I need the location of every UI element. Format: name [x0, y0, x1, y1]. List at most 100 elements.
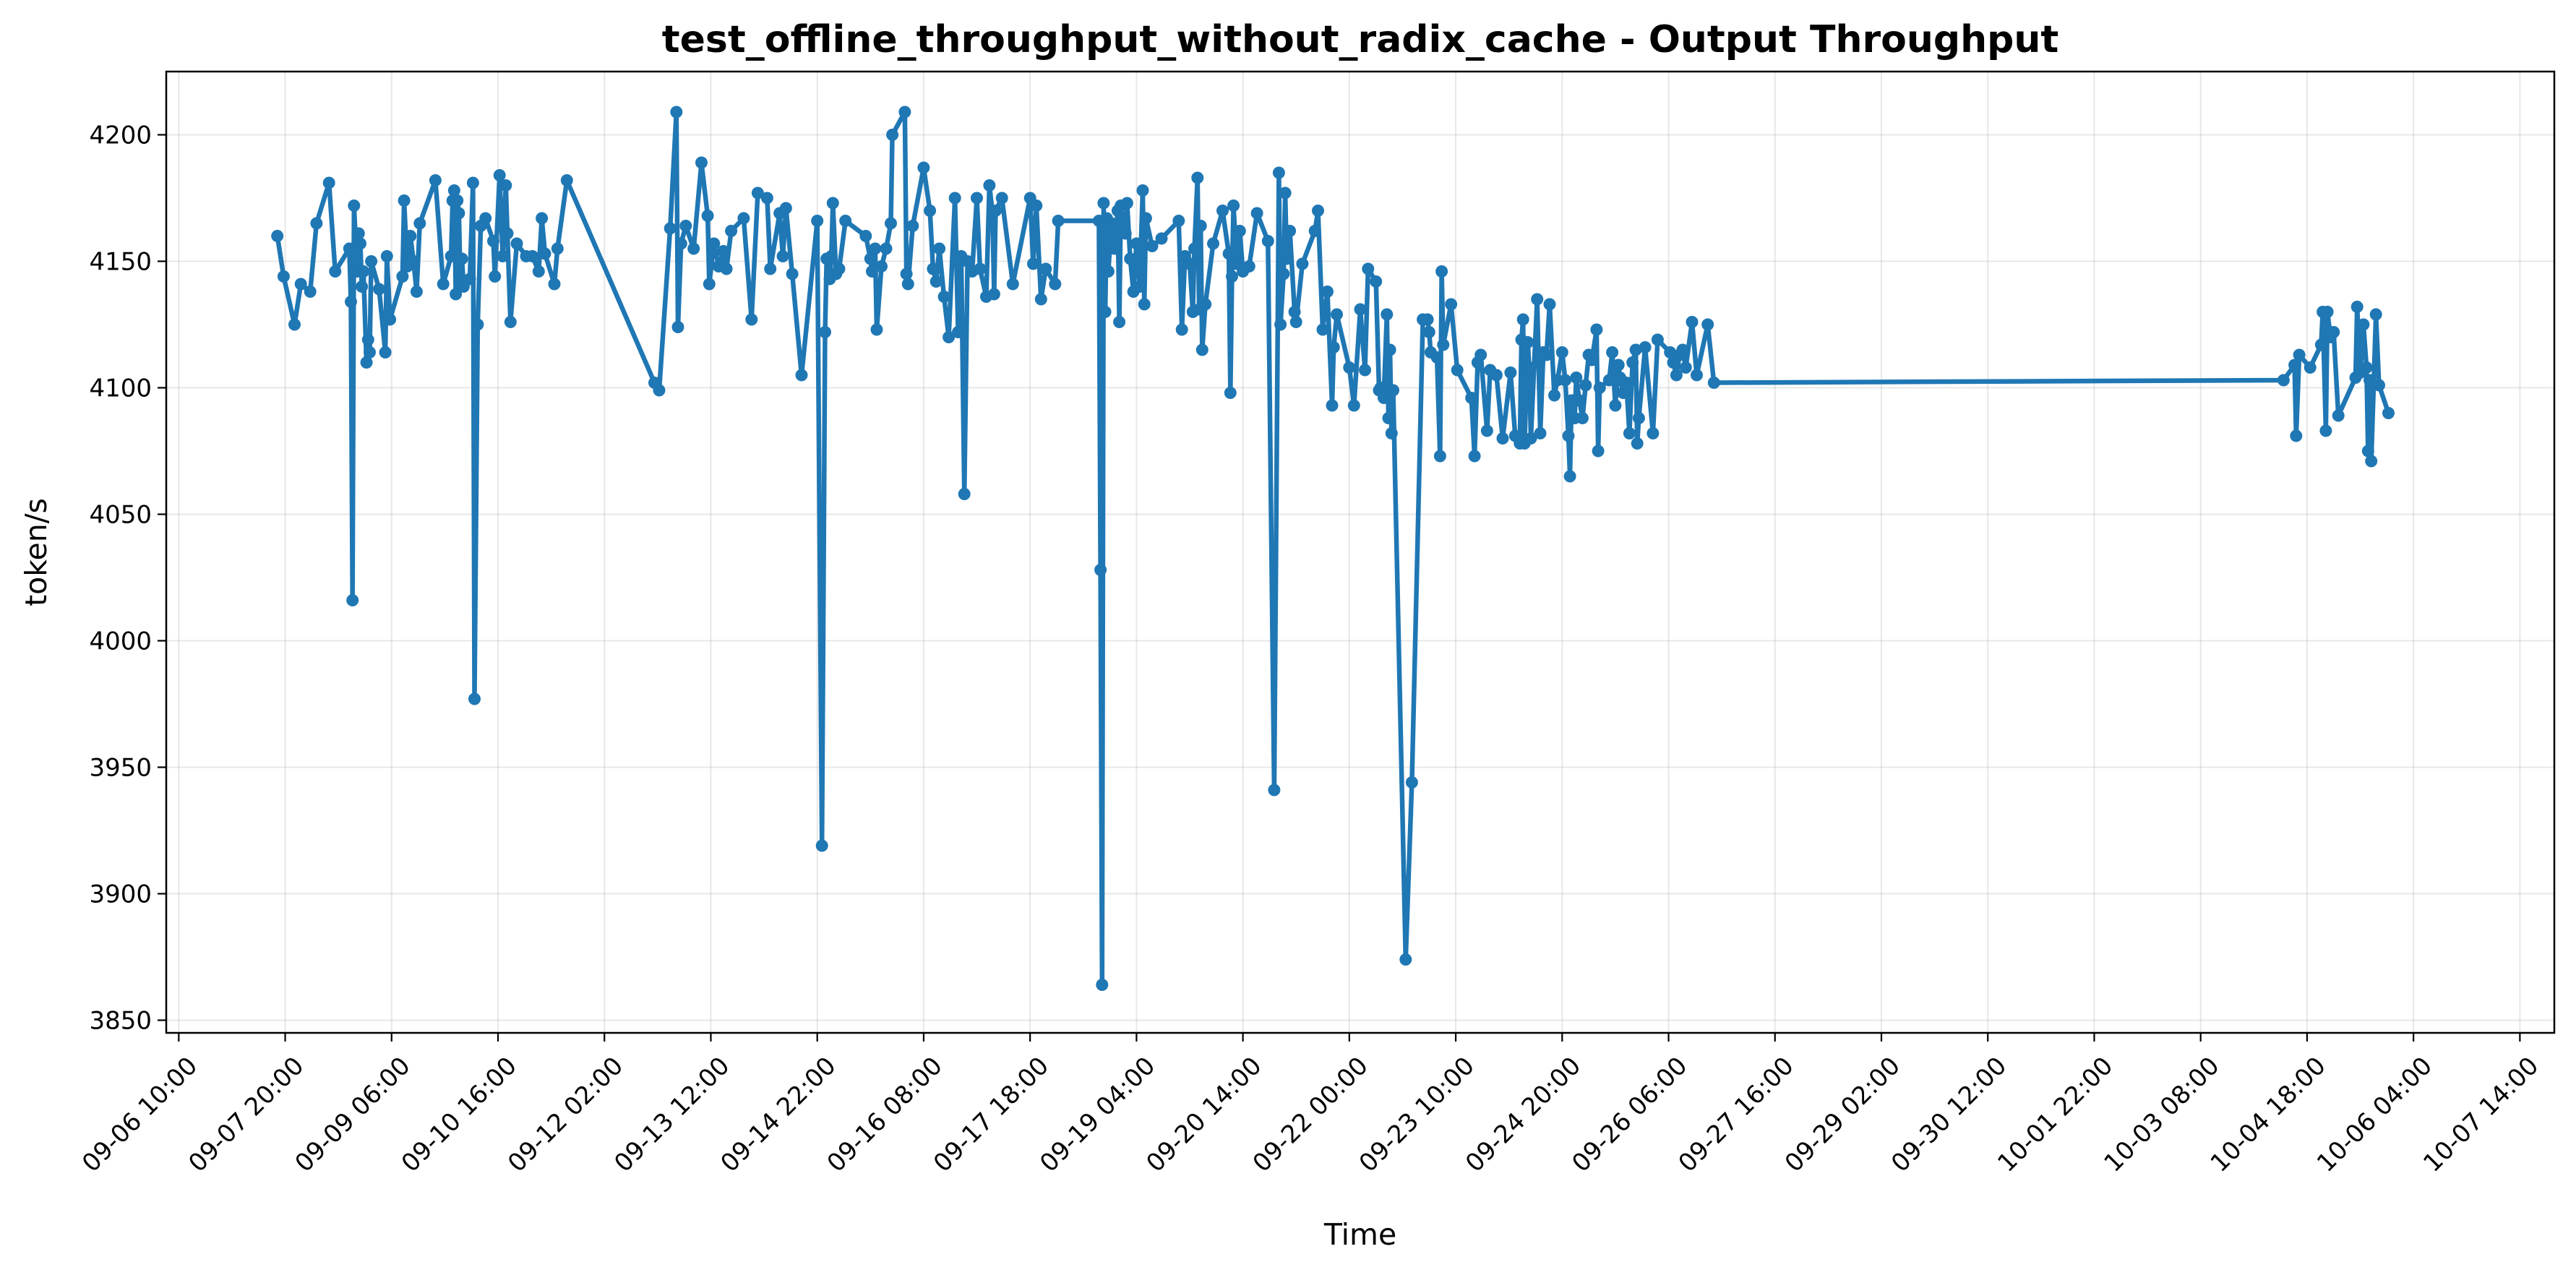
data-point — [1562, 429, 1575, 442]
y-tick-label: 3900 — [89, 880, 152, 909]
data-point — [346, 594, 359, 606]
data-point — [345, 296, 357, 308]
data-point — [1279, 186, 1292, 199]
data-point — [1631, 437, 1644, 450]
data-point — [1474, 348, 1487, 361]
data-point — [974, 262, 987, 275]
data-point — [1242, 260, 1255, 272]
data-point — [396, 270, 409, 283]
data-point — [1191, 171, 1204, 184]
data-point — [764, 262, 777, 275]
data-point — [1686, 316, 1699, 328]
data-point — [1585, 353, 1598, 366]
data-point — [1124, 252, 1137, 265]
data-point — [875, 260, 888, 272]
data-point — [869, 242, 882, 255]
data-point — [447, 184, 460, 197]
y-axis-ticks: 3850 3900 3950 4000 4050 4100 4150 4200 — [89, 121, 166, 1036]
data-point — [1387, 384, 1399, 397]
data-point — [1272, 166, 1285, 179]
data-point — [1194, 220, 1207, 232]
data-point — [1049, 278, 1062, 291]
data-series — [271, 106, 2395, 991]
data-point — [1362, 262, 1375, 275]
data-point — [1343, 361, 1356, 374]
data-point — [413, 217, 426, 230]
data-point — [2364, 374, 2376, 387]
data-point — [450, 288, 463, 301]
data-point — [819, 326, 831, 338]
data-point — [1321, 286, 1334, 298]
data-point — [708, 237, 721, 250]
data-point — [1108, 242, 1121, 255]
data-point — [866, 265, 878, 278]
data-point — [886, 129, 899, 141]
data-point — [1316, 323, 1329, 336]
data-point — [1573, 394, 1586, 407]
data-point — [407, 255, 420, 267]
y-axis-label: token/s — [19, 498, 53, 606]
data-point — [1105, 217, 1118, 230]
data-point — [1430, 351, 1443, 364]
data-point — [489, 270, 502, 283]
data-point — [1172, 215, 1185, 227]
data-point — [2373, 379, 2385, 392]
data-point — [1570, 372, 1583, 384]
data-point — [1516, 313, 1529, 326]
data-point — [2369, 308, 2382, 321]
data-point — [1097, 197, 1110, 210]
data-point — [1027, 257, 1039, 270]
data-point — [463, 272, 476, 286]
data-point — [501, 227, 514, 240]
data-point — [1039, 262, 1052, 275]
data-point — [1284, 225, 1297, 237]
data-point — [1296, 257, 1309, 270]
data-point — [2365, 455, 2378, 468]
data-point — [538, 247, 551, 260]
data-point — [701, 210, 714, 222]
y-tick-label: 4050 — [89, 501, 152, 530]
data-point — [1534, 427, 1547, 439]
data-point — [825, 250, 838, 262]
data-point — [679, 220, 692, 232]
data-point — [906, 220, 919, 232]
data-point — [365, 255, 378, 267]
data-point — [404, 230, 417, 242]
data-point — [2321, 306, 2334, 318]
data-point — [2319, 424, 2332, 437]
data-point — [1422, 326, 1435, 338]
data-point — [455, 252, 468, 265]
data-point — [1592, 445, 1605, 458]
data-point — [1280, 252, 1293, 265]
data-point — [1620, 377, 1633, 389]
data-point — [2382, 407, 2395, 419]
data-point — [1437, 338, 1450, 351]
data-point — [1138, 298, 1151, 311]
data-point — [1052, 215, 1065, 227]
data-point — [717, 245, 730, 257]
data-point — [497, 250, 509, 262]
data-point — [1261, 235, 1274, 247]
data-point — [1224, 387, 1237, 399]
plot-frame — [165, 70, 2556, 1034]
data-point — [1274, 318, 1287, 331]
data-point — [548, 278, 561, 291]
data-point — [364, 346, 376, 359]
data-point — [839, 215, 852, 227]
data-point — [786, 267, 799, 280]
data-point — [1288, 306, 1301, 318]
data-point — [2304, 361, 2317, 374]
data-point — [526, 250, 539, 262]
data-point — [961, 255, 974, 267]
data-point — [776, 250, 789, 262]
data-point — [1312, 205, 1324, 217]
data-point — [1199, 298, 1212, 311]
data-point — [1521, 336, 1534, 348]
data-point — [410, 286, 423, 298]
data-point — [398, 194, 411, 207]
data-point — [725, 225, 738, 237]
data-point — [1308, 225, 1321, 237]
data-point — [933, 242, 946, 255]
data-point — [670, 106, 683, 119]
